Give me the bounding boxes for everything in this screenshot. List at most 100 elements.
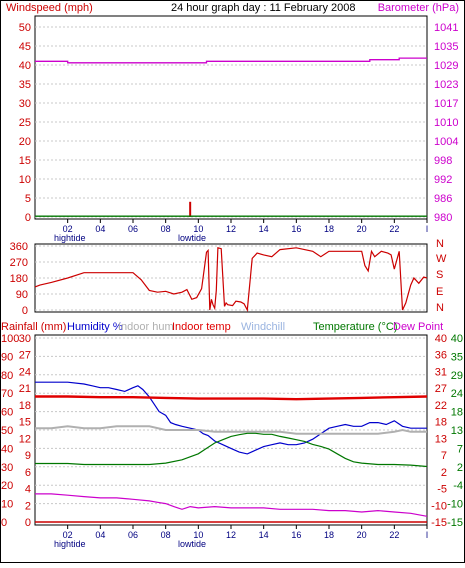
x-tick-label: 22 [389,224,399,234]
panel2-series [34,247,428,313]
windspeed-tick-label: 50 [19,22,31,34]
humidity-tick-label: 70 [1,388,13,400]
rain-tick-label: 21 [19,383,31,395]
windspeed-tick-label: 15 [19,155,31,167]
humidity-tick-label: 80 [1,370,13,382]
indoor-temp-line [35,395,428,401]
panel3-legend: Rainfall (mm) Humidity % Indoor hum Indo… [1,321,443,333]
rain-tick-label: 12 [19,433,31,445]
x-axis-ticks: 02 04 06 08 10 12 14 16 18 20 22 l [63,525,428,540]
temp-outer-tick-label: -4 [453,480,463,492]
humidity-tick-label: 90 [1,351,13,363]
x-tick-label: 18 [324,530,334,540]
temp-outer-ticks: -15 -10 -4 2 7 13 18 24 29 35 40 [447,333,463,529]
temp-inner-tick-label: 13 [435,433,447,445]
barometer-tick-label: 1029 [434,60,458,72]
x-tick-label: l [426,530,428,540]
legend-temperature: Temperature (°C) [313,321,397,333]
legend-dewpoint: Dew Point [393,321,443,333]
legend-windchill: Windchill [241,321,285,333]
windspeed-ticks: 0 5 10 15 20 25 30 35 40 45 50 [19,22,31,224]
panel3-series [35,381,428,523]
x-tick-label: 18 [324,224,334,234]
humidity-tick-label: 20 [1,480,13,492]
x-axis-ticks: 02 04 06 08 10 12 14 16 18 20 22 l [63,219,428,234]
temp-inner-tick-label: 31 [435,366,447,378]
x-tick-label: 08 [161,530,171,540]
temp-inner-tick-label: 2 [441,467,447,479]
temp-inner-tick-label: 18 [435,417,447,429]
x-tick-label: 16 [291,224,301,234]
x-tick-label: 14 [259,224,269,234]
direction-tick-label: 0 [22,305,28,317]
temp-outer-tick-label: 18 [451,407,463,419]
rain-tick-label: 6 [25,467,31,479]
x-tick-label: 08 [161,224,171,234]
windspeed-tick-label: 0 [25,212,31,224]
temp-inner-tick-label: -15 [431,517,447,529]
humidity-tick-label: 60 [1,407,13,419]
temp-outer-tick-label: 40 [451,333,463,345]
hightide-label: hightide [54,233,86,243]
humidity-line [35,381,427,455]
x-tick-label: 22 [389,530,399,540]
compass-letter: E [436,286,443,298]
x-tick-label: 14 [259,530,269,540]
x-tick-label: 06 [128,224,138,234]
barometer-tick-label: 980 [434,212,452,224]
humidity-tick-label: 30 [1,462,13,474]
x-tick-label: 02 [63,530,73,540]
x-tick-label: 12 [226,530,236,540]
temp-outer-tick-label: 29 [451,370,463,382]
rain-tick-label: 9 [25,450,31,462]
direction-tick-label: 90 [16,289,28,301]
rain-tick-label: 4 [25,484,31,496]
direction-tick-label: 360 [10,241,28,253]
barometer-tick-label: 1023 [434,79,458,91]
barometer-ticks: 980 986 992 998 1004 1010 1017 1023 1029 1035 1041 [434,22,458,224]
dew-point-line [35,493,428,517]
temp-outer-tick-label: 13 [451,425,463,437]
legend-indoor-temp: Indoor temp [172,321,231,333]
windspeed-tick-label: 45 [19,41,31,53]
legend-indoor-hum: Indoor hum [118,321,174,333]
rain-tick-label: 18 [19,400,31,412]
rain-tick-label: 0 [25,517,31,529]
lowtide-label-2: lowtide [178,539,206,549]
grid [35,26,427,218]
barometer-tick-label: 986 [434,193,452,205]
compass-letter: N [436,302,444,314]
rain-tick-label: 30 [19,333,31,345]
panel1-series [35,57,427,217]
x-tick-label: 10 [193,224,203,234]
humidity-tick-label: 100 [1,333,19,345]
humidity-tick-label: 40 [1,443,13,455]
legend-humidity: Humidity % [67,321,123,333]
compass-letter: N [436,238,444,250]
temp-inner-tick-label: -10 [431,500,447,512]
direction-tick-label: 180 [10,273,28,285]
direction-tick-label: 270 [10,257,28,269]
temp-outer-tick-label: 24 [451,388,463,400]
rain-tick-label: 27 [19,350,31,362]
direction-degree-ticks: 0 90 180 270 360 [10,241,28,317]
temp-outer-tick-label: -10 [447,499,463,511]
windspeed-tick-label: 25 [19,117,31,129]
compass-letter: S [436,269,443,281]
windspeed-axis-label: Windspeed (mph) [6,2,93,14]
humidity-ticks: 0 10 20 30 40 50 60 70 80 90 100 [1,333,19,529]
page-title: 24 hour graph day : 11 February 2008 [171,2,355,14]
temp-outer-tick-label: 35 [451,351,463,363]
lowtide-label: lowtide [178,233,206,243]
barometer-tick-label: 1017 [434,98,458,110]
x-tick-label: 02 [63,224,73,234]
hightide-label-2: hightide [54,539,86,549]
temp-inner-tick-label: 36 [435,350,447,362]
windspeed-tick-label: 35 [19,79,31,91]
windspeed-tick-label: 30 [19,98,31,110]
